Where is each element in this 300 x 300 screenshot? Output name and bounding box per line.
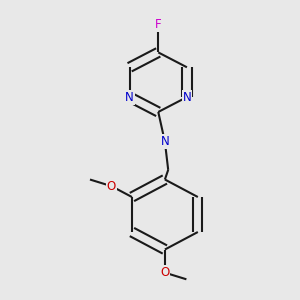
Text: N: N <box>182 91 191 103</box>
Text: O: O <box>160 266 170 279</box>
Text: O: O <box>107 180 116 193</box>
Text: N: N <box>125 91 134 103</box>
Text: F: F <box>155 18 162 31</box>
Text: N: N <box>160 135 169 148</box>
